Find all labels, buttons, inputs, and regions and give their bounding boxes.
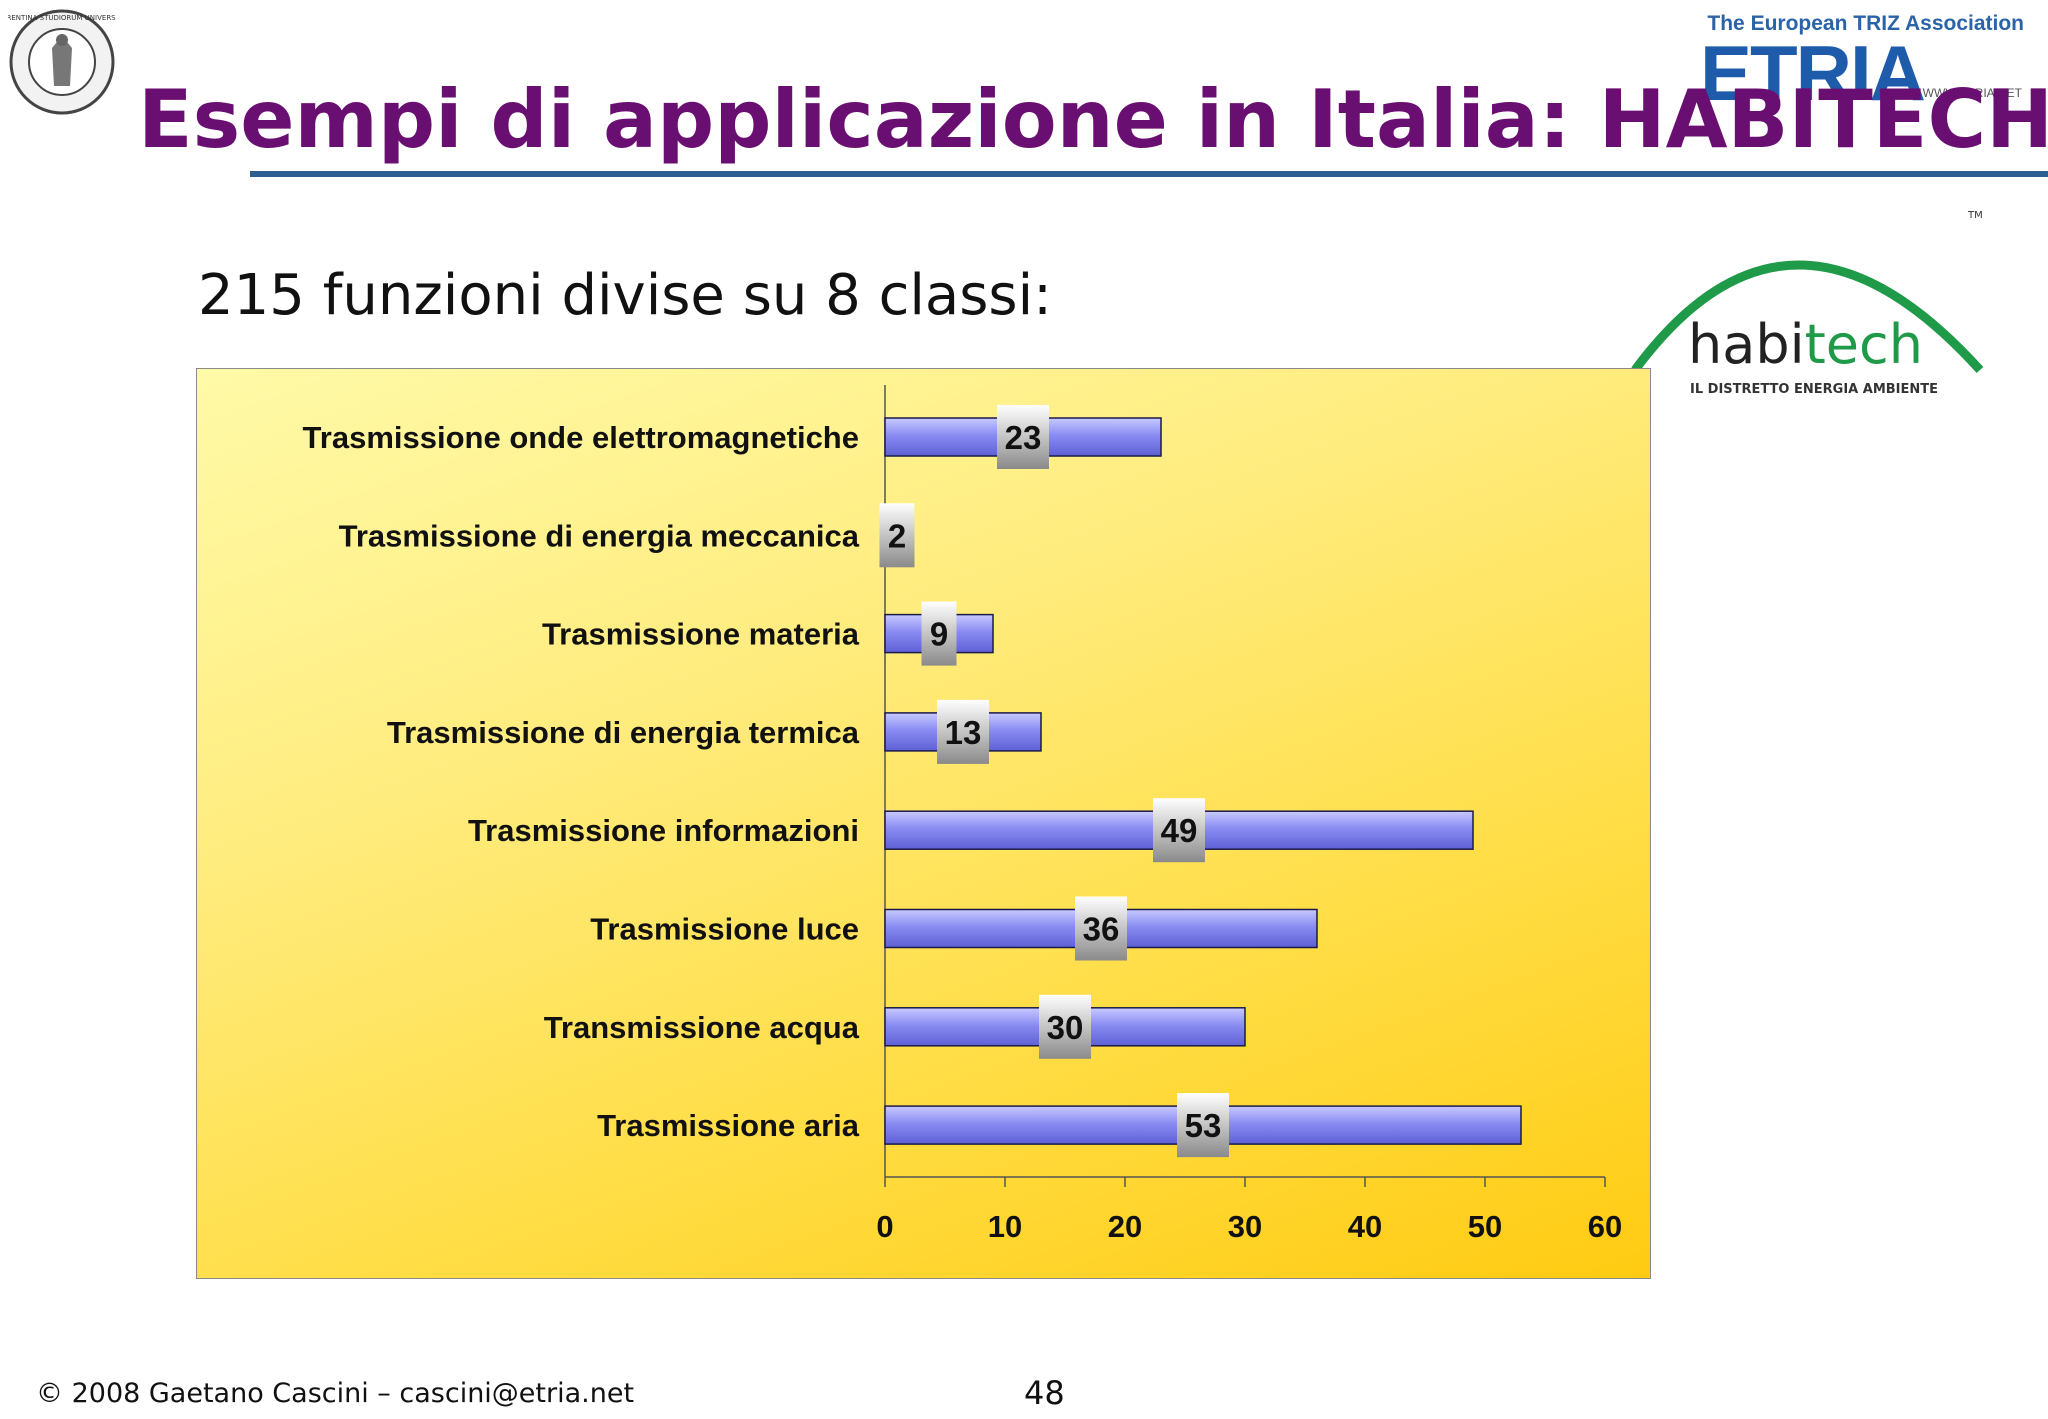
etria-url-text: WWW.ETRIA.NET (1922, 86, 2022, 100)
x-tick-label: 0 (876, 1209, 893, 1244)
habitech-arc-icon (1631, 260, 1984, 374)
habitech-logo: TM habitech IL DISTRETTO ENERGIA AMBIENT… (1620, 200, 2000, 414)
data-label-box (921, 601, 957, 666)
data-label-box (1075, 896, 1127, 961)
habitech-tagline: IL DISTRETTO ENERGIA AMBIENTE (1690, 382, 1938, 397)
x-tick-label: 30 (1228, 1209, 1262, 1244)
page-title: Esempi di applicazione in Italia: HABITE… (138, 73, 2048, 166)
category-label: Trasmissione di energia termica (387, 715, 860, 750)
x-tick-label: 60 (1588, 1209, 1622, 1244)
page-number: 48 (1024, 1374, 1065, 1412)
title-divider (250, 171, 2048, 177)
category-label: Transmissione acqua (544, 1010, 860, 1045)
data-label-box (997, 405, 1049, 469)
etria-wordmark: ETRIA (1700, 29, 1926, 117)
data-label: 49 (1161, 812, 1198, 849)
data-label-box (1153, 798, 1205, 863)
slide-subtitle: 215 funzioni divise su 8 classi: (198, 263, 1053, 328)
data-label: 2 (888, 517, 906, 554)
category-label: Trasmissione materia (542, 617, 860, 652)
x-tick-label: 50 (1468, 1209, 1502, 1244)
chart-panel: 0 10 20 30 40 50 60 Trasmissione onde elettroma… (196, 368, 1651, 1279)
university-seal-icon: FLORENTINA STUDIORUM UNIVERSITAS (0, 9, 131, 115)
data-label: 30 (1047, 1009, 1084, 1046)
etria-logo: The European TRIZ Association ETRIA WWW.… (1694, 12, 2024, 112)
etria-association-text: The European TRIZ Association (1707, 12, 2024, 35)
data-label-box (879, 503, 915, 568)
x-tick-label: 20 (1108, 1209, 1142, 1244)
habitech-name-b: tech (1805, 313, 1923, 376)
university-seal-logo: FLORENTINA STUDIORUM UNIVERSITAS (0, 8, 131, 116)
data-label: 23 (1005, 419, 1042, 456)
x-tick-label: 10 (988, 1209, 1022, 1244)
bar-chart: 0 10 20 30 40 50 60 Trasmissione onde elettroma… (303, 385, 1622, 1244)
habitech-tm: TM (1967, 210, 1983, 221)
category-label: Trasmissione informazioni (468, 813, 859, 848)
data-label-box (1177, 1093, 1229, 1158)
category-label: Trasmissione luce (590, 912, 859, 947)
x-tick-label: 40 (1348, 1209, 1382, 1244)
data-label-box (1039, 994, 1091, 1059)
habitech-name-a: habi (1688, 313, 1805, 376)
university-seal-text: FLORENTINA STUDIORUM UNIVERSITAS (8, 14, 116, 22)
svg-text:habitech: habitech (1688, 313, 1923, 376)
footer-copyright: © 2008 Gaetano Cascini – cascini@etria.n… (36, 1378, 635, 1409)
category-label: Trasmissione onde elettromagnetiche (303, 420, 859, 455)
data-label-box (937, 699, 989, 764)
data-label: 9 (930, 616, 948, 653)
data-label: 13 (945, 714, 982, 751)
category-label: Trasmissione aria (597, 1108, 860, 1143)
data-label: 53 (1185, 1107, 1222, 1144)
category-label: Trasmissione di energia meccanica (339, 518, 860, 553)
data-label: 36 (1083, 911, 1120, 948)
